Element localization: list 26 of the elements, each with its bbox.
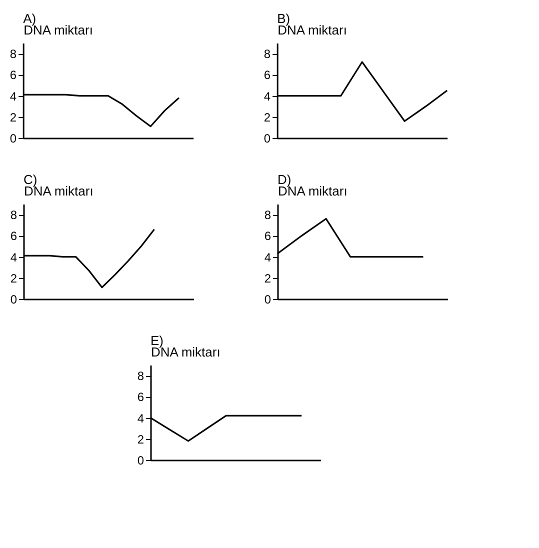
y-tick-label: 6 <box>264 229 272 244</box>
y-tick-label: 6 <box>10 229 18 244</box>
y-tick-label: 0 <box>264 132 271 146</box>
y-tick-label: 8 <box>264 47 271 62</box>
y-tick-label: 4 <box>10 89 17 104</box>
y-tick-label: 4 <box>264 89 271 104</box>
y-tick-label: 2 <box>264 271 272 286</box>
y-tick-label: 6 <box>264 68 271 82</box>
y-tick-label: 8 <box>10 47 17 62</box>
y-tick-label: 4 <box>264 250 272 264</box>
y-tick-label: 0 <box>137 454 144 468</box>
y-tick-label: 0 <box>10 132 17 146</box>
chart-title: A) <box>23 11 36 26</box>
y-tick-label: 4 <box>137 411 144 426</box>
y-tick-label: 4 <box>10 250 18 264</box>
y-tick-label: 0 <box>10 292 18 306</box>
y-tick-label: 2 <box>10 271 18 286</box>
y-tick-label: 8 <box>10 208 18 222</box>
y-tick-label: 2 <box>137 432 144 446</box>
y-tick-label: 6 <box>137 390 144 404</box>
y-tick-label: 6 <box>10 68 17 82</box>
y-tick-label: 8 <box>264 208 272 222</box>
y-tick-label: 0 <box>264 292 272 306</box>
y-tick-label: 2 <box>10 110 17 124</box>
y-tick-label: 2 <box>264 110 271 124</box>
y-tick-label: 8 <box>137 369 144 384</box>
